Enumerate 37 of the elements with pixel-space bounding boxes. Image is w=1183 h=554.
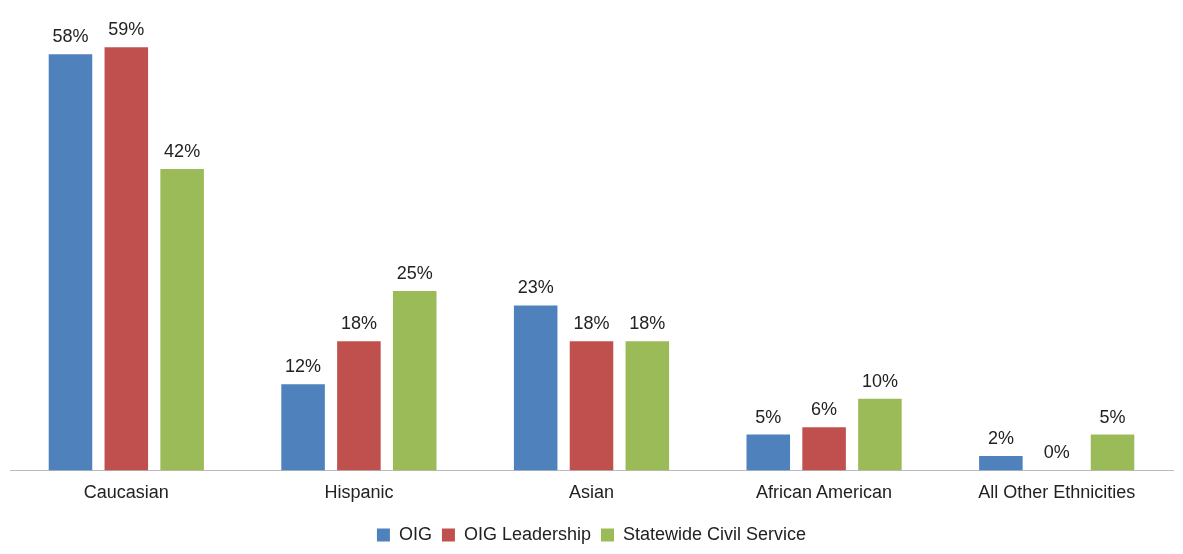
bar [979,456,1023,471]
data-label: 0% [1043,442,1070,463]
x-tick-label: Hispanic [324,482,394,503]
x-tick-label: All Other Ethnicities [978,482,1136,503]
data-label: 10% [861,370,898,391]
data-label: 59% [108,19,145,40]
bar [337,341,381,471]
data-label: 2% [987,428,1014,449]
data-label: 12% [285,356,322,377]
x-tick-label: Asian [568,482,615,503]
bar [48,54,93,471]
bar [802,427,846,471]
x-tick-label: Caucasian [83,482,169,503]
legend-label: Statewide Civil Service [623,523,807,544]
data-label: 5% [1099,406,1126,427]
x-tick-label: African American [756,482,893,503]
bar [746,434,791,471]
bar [569,341,614,471]
data-label: 18% [573,313,610,334]
bar [104,47,149,471]
data-label: 58% [52,26,89,47]
data-label: 25% [396,263,433,284]
bar [858,398,902,471]
bar [160,169,204,471]
bar [1090,434,1135,471]
bar [392,291,437,471]
bar [513,305,558,471]
data-label: 42% [164,141,201,162]
data-label: 23% [517,277,554,298]
legend-label: OIG Leadership [463,523,592,544]
data-label: 6% [811,399,838,420]
data-label: 18% [340,313,377,334]
bar [281,384,325,471]
legend-label: OIG [398,523,432,544]
data-label: 5% [755,406,782,427]
data-label: 18% [629,313,666,334]
bar [625,341,670,471]
